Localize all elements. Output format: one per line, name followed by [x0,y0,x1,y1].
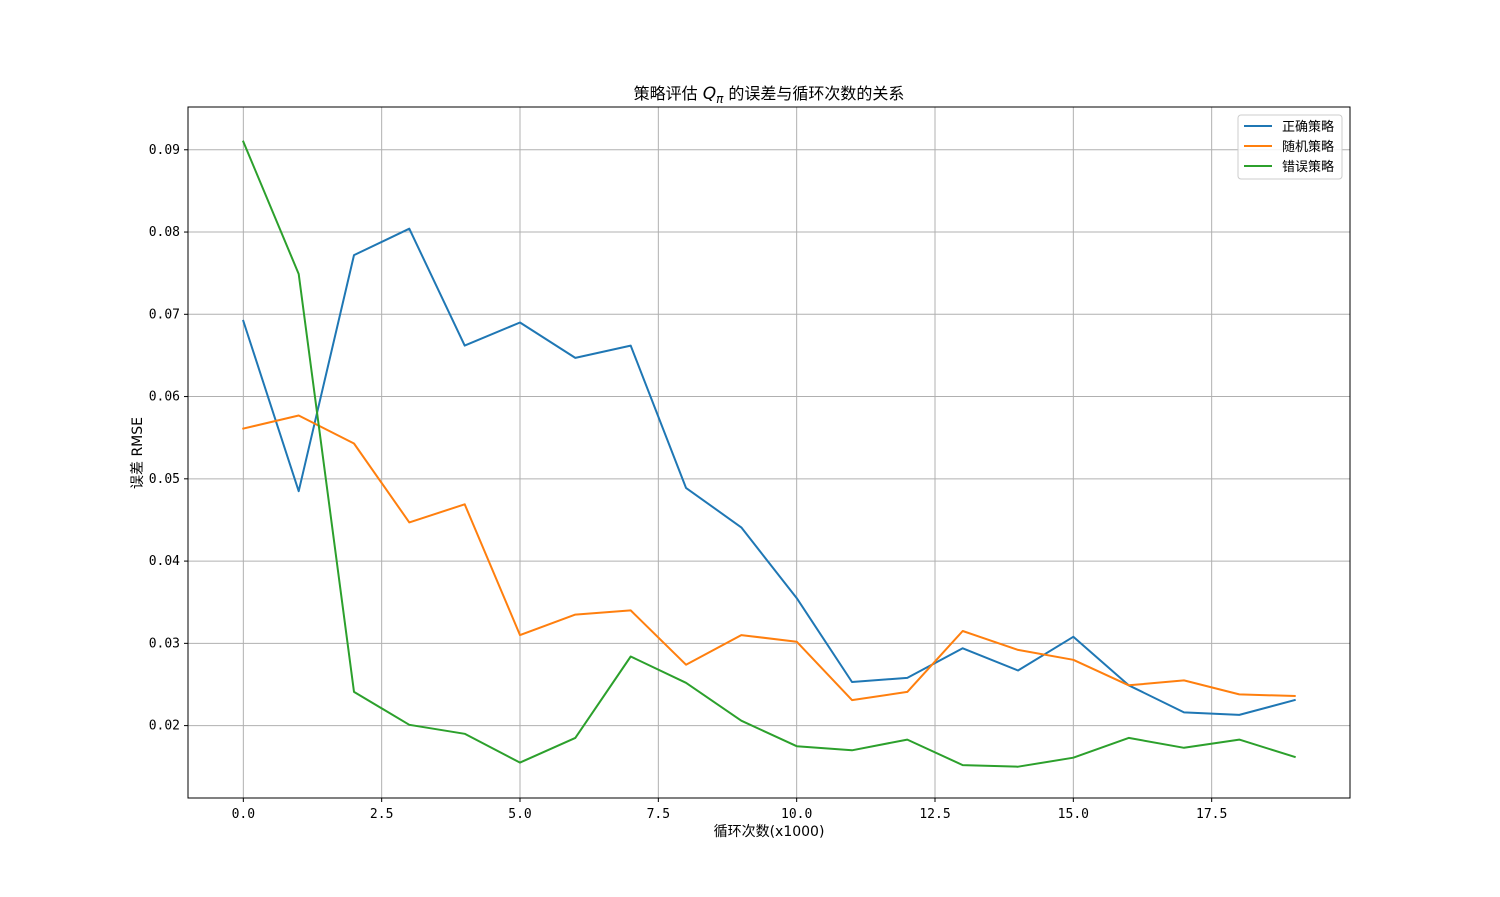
y-tick-label: 0.09 [149,143,180,158]
x-tick-label: 12.5 [919,807,950,822]
y-tick-label: 0.06 [149,390,180,405]
title-subscript: π [716,92,724,106]
x-tick-label: 15.0 [1058,807,1089,822]
x-tick-label: 17.5 [1196,807,1227,822]
y-tick-label: 0.05 [149,472,180,487]
title-prefix: 策略评估 [634,84,703,103]
grid [188,107,1350,798]
x-tick-label: 0.0 [232,807,255,822]
y-tick-label: 0.04 [149,554,180,569]
x-axis-ticks: 0.0 2.5 5.0 7.5 10.0 12.5 15.0 17.5 [232,798,1227,822]
y-tick-label: 0.07 [149,307,180,322]
x-tick-label: 5.0 [508,807,531,822]
legend-label: 随机策略 [1282,139,1334,155]
y-tick-label: 0.02 [149,719,180,734]
series-line-3 [241,140,1296,768]
title-suffix: 的误差与循环次数的关系 [723,84,904,103]
x-axis-label: 循环次数(x1000) [714,824,825,840]
chart-title: 策略评估 Qπ 的误差与循环次数的关系 [634,84,905,106]
x-tick-label: 2.5 [370,807,393,822]
y-tick-label: 0.03 [149,636,180,651]
y-axis-label: 误差 RMSE [130,417,146,489]
series-line-1 [242,227,1296,716]
legend-label: 正确策略 [1282,119,1334,135]
x-tick-label: 7.5 [647,807,670,822]
series-line-2 [242,414,1296,702]
y-axis-ticks: 0.02 0.03 0.04 0.05 0.06 0.07 0.08 0.09 [149,143,188,734]
title-symbol: Q [703,84,716,104]
x-tick-label: 10.0 [781,807,812,822]
y-tick-label: 0.08 [149,225,180,240]
legend-box [1237,114,1343,180]
legend-label: 错误策略 [1282,159,1334,175]
series-lines [241,140,1296,768]
plot-area-frame [187,106,1351,799]
